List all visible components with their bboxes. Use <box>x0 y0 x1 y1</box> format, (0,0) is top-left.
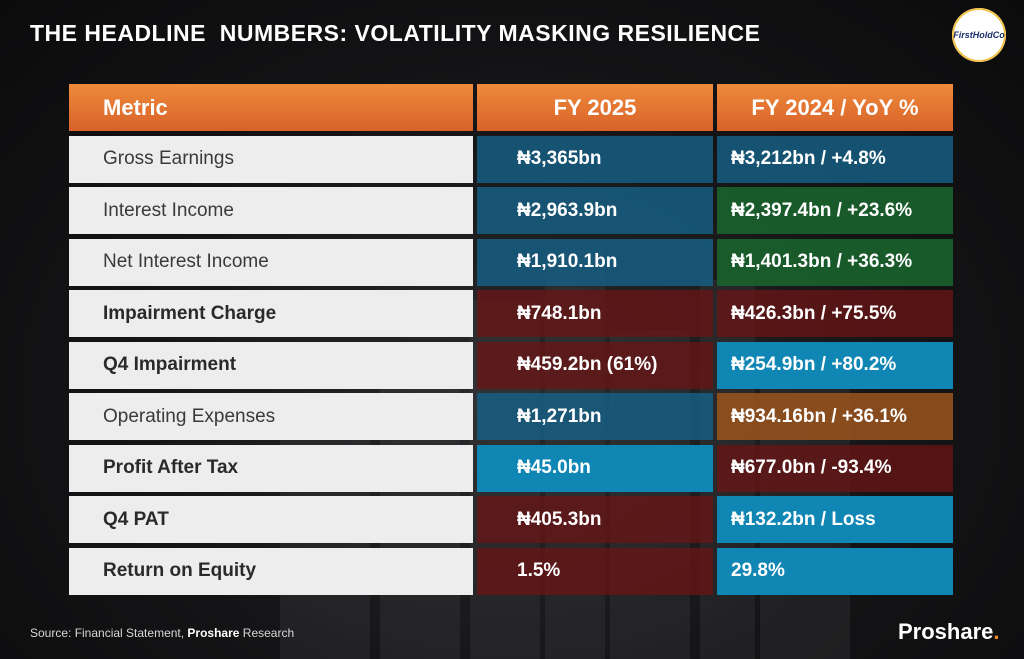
row-fy2024: ₦677.0bn / -93.4% <box>717 444 953 492</box>
source-prefix: Source: Financial Statement, <box>30 626 188 640</box>
row-fy2025: ₦1,910.1bn <box>477 238 713 286</box>
row-metric: Interest Income <box>69 187 473 234</box>
table-row: Q4 Impairment ₦459.2bn (61%) ₦254.9bn / … <box>69 341 953 389</box>
row-fy2024: 29.8% <box>717 547 953 595</box>
header-fy2025: FY 2025 <box>477 84 713 131</box>
proshare-logo: Proshare. <box>898 619 1000 645</box>
row-fy2024: ₦3,212bn / +4.8% <box>717 135 953 183</box>
table-row: Net Interest Income ₦1,910.1bn ₦1,401.3b… <box>69 238 953 286</box>
table-row: Impairment Charge ₦748.1bn ₦426.3bn / +7… <box>69 290 953 337</box>
row-fy2024: ₦934.16bn / +36.1% <box>717 393 953 440</box>
table-row: Q4 PAT ₦405.3bn ₦132.2bn / Loss <box>69 496 953 543</box>
table-row: Interest Income ₦2,963.9bn ₦2,397.4bn / … <box>69 187 953 234</box>
row-metric: Q4 Impairment <box>69 341 473 389</box>
row-fy2025: ₦2,963.9bn <box>477 187 713 234</box>
table-row: Return on Equity 1.5% 29.8% <box>69 547 953 595</box>
row-metric: Return on Equity <box>69 547 473 595</box>
table-header: Metric FY 2025 FY 2024 / YoY % <box>69 84 953 131</box>
source-bold: Proshare <box>187 626 240 640</box>
row-fy2025: 1.5% <box>477 547 713 595</box>
metrics-table: Metric FY 2025 FY 2024 / YoY % Gross Ear… <box>69 84 953 599</box>
header-metric: Metric <box>69 84 473 131</box>
firstholdco-logo: FirstHoldCo <box>952 8 1006 62</box>
row-fy2025: ₦459.2bn (61%) <box>477 341 713 389</box>
row-metric: Q4 PAT <box>69 496 473 543</box>
row-fy2024: ₦2,397.4bn / +23.6% <box>717 187 953 234</box>
row-metric: Gross Earnings <box>69 135 473 183</box>
source-note: Source: Financial Statement, Proshare Re… <box>30 626 294 640</box>
header-fy2024: FY 2024 / YoY % <box>717 84 953 131</box>
row-fy2024: ₦426.3bn / +75.5% <box>717 290 953 337</box>
table-row: Operating Expenses ₦1,271bn ₦934.16bn / … <box>69 393 953 440</box>
row-fy2024: ₦254.9bn / +80.2% <box>717 341 953 389</box>
logo-text: FirstHoldCo <box>953 30 1005 40</box>
row-fy2025: ₦45.0bn <box>477 444 713 492</box>
source-suffix: Research <box>239 626 295 640</box>
brand-dot: . <box>993 619 1000 644</box>
page-title: THE HEADLINE NUMBERS: VOLATILITY MASKING… <box>30 20 761 46</box>
row-metric: Profit After Tax <box>69 444 473 492</box>
row-fy2024: ₦132.2bn / Loss <box>717 496 953 543</box>
row-fy2024: ₦1,401.3bn / +36.3% <box>717 238 953 286</box>
row-metric: Net Interest Income <box>69 238 473 286</box>
row-fy2025: ₦405.3bn <box>477 496 713 543</box>
table-row: Profit After Tax ₦45.0bn ₦677.0bn / -93.… <box>69 444 953 492</box>
row-metric: Impairment Charge <box>69 290 473 337</box>
row-fy2025: ₦748.1bn <box>477 290 713 337</box>
row-fy2025: ₦3,365bn <box>477 135 713 183</box>
row-fy2025: ₦1,271bn <box>477 393 713 440</box>
row-metric: Operating Expenses <box>69 393 473 440</box>
brand-name: Proshare <box>898 619 994 644</box>
table-row: Gross Earnings ₦3,365bn ₦3,212bn / +4.8% <box>69 135 953 183</box>
